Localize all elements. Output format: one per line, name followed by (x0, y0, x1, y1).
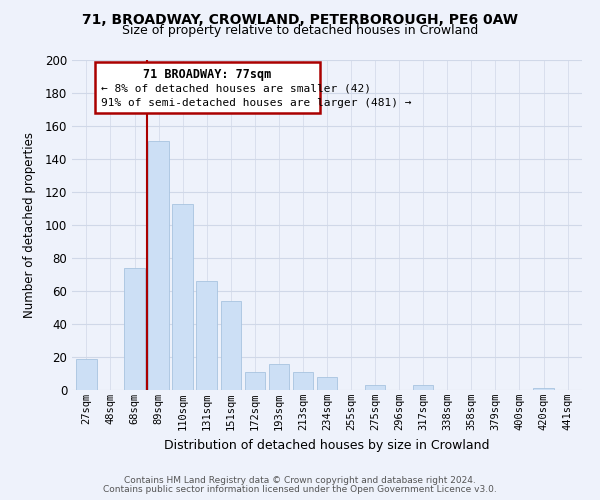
Bar (533, 388, 554, 390)
Bar (293, 372, 313, 390)
Bar (196, 281, 217, 390)
Bar (124, 268, 145, 390)
Text: Contains HM Land Registry data © Crown copyright and database right 2024.: Contains HM Land Registry data © Crown c… (124, 476, 476, 485)
Text: Contains public sector information licensed under the Open Government Licence v3: Contains public sector information licen… (103, 485, 497, 494)
X-axis label: Distribution of detached houses by size in Crowland: Distribution of detached houses by size … (164, 438, 490, 452)
Text: 71 BROADWAY: 77sqm: 71 BROADWAY: 77sqm (143, 68, 271, 81)
Bar (269, 364, 289, 390)
Bar (245, 372, 265, 390)
Bar (221, 301, 241, 390)
Text: 91% of semi-detached houses are larger (481) →: 91% of semi-detached houses are larger (… (101, 98, 412, 108)
Text: 71, BROADWAY, CROWLAND, PETERBOROUGH, PE6 0AW: 71, BROADWAY, CROWLAND, PETERBOROUGH, PE… (82, 12, 518, 26)
Bar (172, 204, 193, 390)
Text: ← 8% of detached houses are smaller (42): ← 8% of detached houses are smaller (42) (101, 83, 371, 93)
Y-axis label: Number of detached properties: Number of detached properties (23, 132, 37, 318)
Bar (413, 385, 433, 390)
FancyBboxPatch shape (95, 62, 320, 113)
Bar (76, 358, 97, 390)
Bar (365, 385, 385, 390)
Bar (148, 141, 169, 390)
Text: Size of property relative to detached houses in Crowland: Size of property relative to detached ho… (122, 24, 478, 37)
Bar (317, 377, 337, 390)
